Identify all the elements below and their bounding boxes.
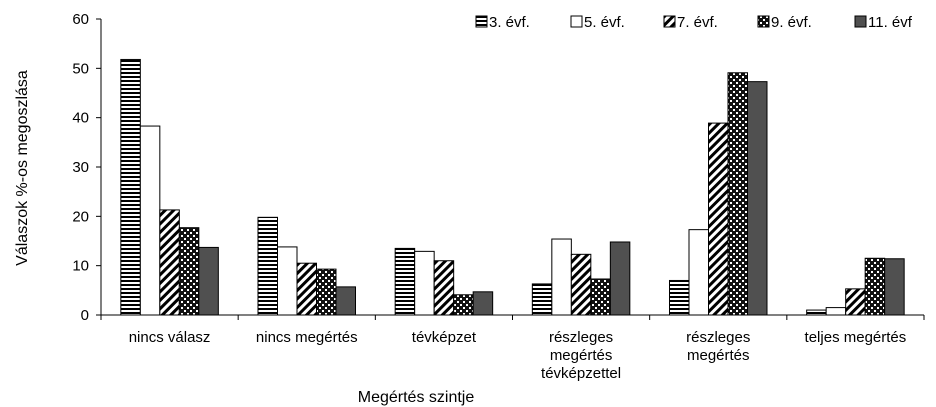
bar [394, 247, 416, 316]
category-label: nincs válasz [129, 329, 211, 346]
bar [159, 209, 180, 316]
legend-swatch [854, 15, 867, 28]
bar [433, 260, 455, 316]
category-label: teljes megértés [805, 329, 907, 346]
y-tick-label: 10 [72, 258, 89, 275]
bar [708, 122, 729, 316]
legend-swatch [570, 15, 583, 28]
bar [453, 294, 474, 316]
x-axis-labels: nincs válasz nincs megértés tévképzet részl… [129, 329, 907, 382]
legend-label: 5. évf. [584, 14, 625, 31]
bar [277, 246, 298, 316]
bar [570, 253, 592, 316]
bar [316, 268, 337, 316]
legend-label: 9. évf. [771, 14, 812, 31]
y-tick-label: 50 [72, 60, 89, 77]
bar [825, 307, 847, 316]
bar [198, 246, 219, 316]
legend-swatch [663, 15, 676, 28]
category-label: megértés [550, 347, 613, 364]
bar [178, 227, 200, 316]
bar [335, 286, 356, 316]
bar [669, 279, 690, 316]
bar [551, 238, 572, 316]
legend-label: 3. évf. [489, 14, 530, 31]
x-axis-title: Megértés szintje [358, 389, 475, 406]
bar [747, 81, 768, 316]
bar [845, 288, 866, 316]
y-tick-label: 40 [72, 110, 89, 127]
bar [864, 257, 886, 316]
category-label: tévképzettel [541, 365, 621, 382]
bar [120, 58, 141, 316]
bar [414, 250, 435, 316]
legend-label: 7. évf. [677, 14, 718, 31]
y-axis-ticks: 0 10 20 30 40 50 60 [72, 11, 101, 324]
bar [609, 241, 631, 316]
bar [531, 283, 553, 316]
bar [296, 262, 317, 316]
category-label: megértés [687, 347, 750, 364]
bar [806, 309, 827, 316]
bar [688, 229, 709, 316]
y-tick-label: 0 [81, 307, 89, 324]
bar [590, 278, 611, 316]
bar [472, 291, 494, 316]
bar [727, 72, 748, 316]
axes [100, 19, 924, 316]
bars [120, 58, 905, 316]
bar [257, 216, 278, 316]
legend-label: 11. évf [868, 14, 913, 31]
bar [884, 258, 905, 316]
category-label: nincs megértés [256, 329, 358, 346]
bar [139, 125, 161, 316]
legend-swatch [757, 15, 770, 28]
y-tick-label: 20 [72, 208, 89, 225]
y-axis-title: Válaszok %-os megoszlása [14, 70, 31, 266]
category-label: részleges [686, 329, 750, 346]
y-tick-label: 30 [72, 159, 89, 176]
legend: 3. évf. 5. évf. 7. évf. 9. évf. 11. évf [475, 14, 913, 31]
x-axis-ticks [100, 315, 925, 320]
y-tick-label: 60 [72, 11, 89, 28]
category-label: tévképzet [412, 329, 477, 346]
category-label: részleges [549, 329, 613, 346]
legend-swatch [475, 15, 488, 28]
